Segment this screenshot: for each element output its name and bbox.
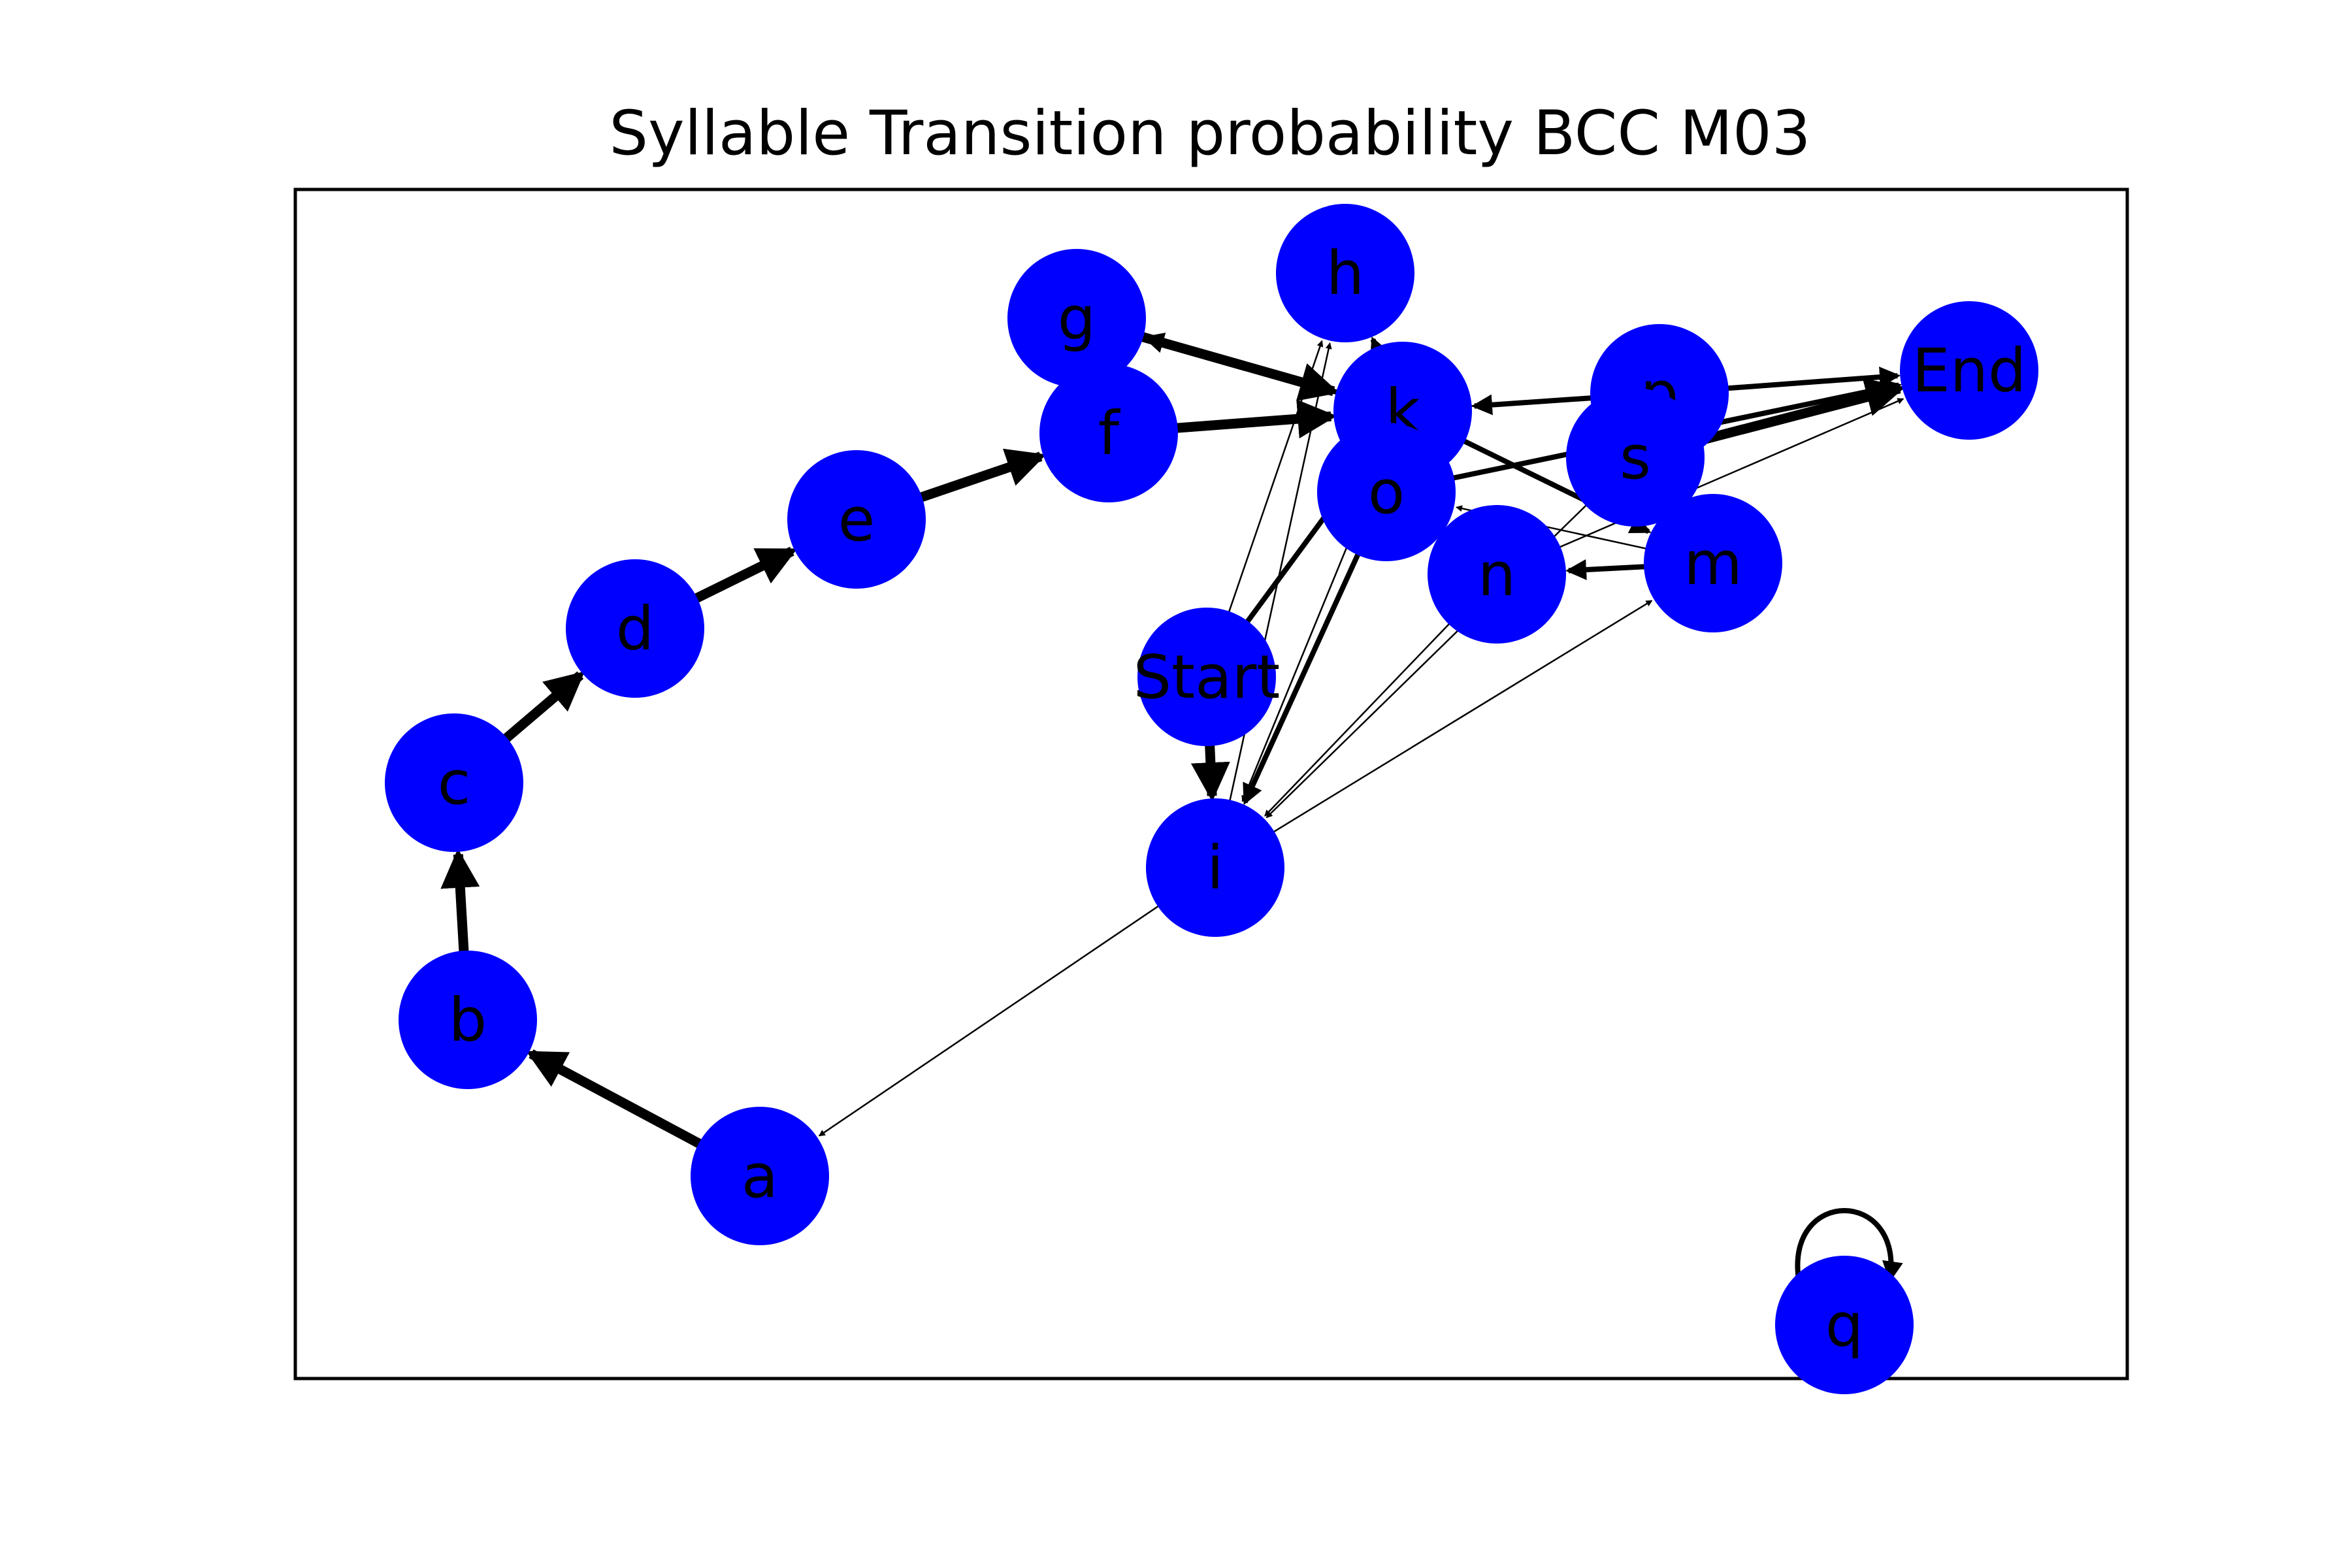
node-circle-n xyxy=(1428,505,1566,644)
node-circle-start xyxy=(1137,608,1276,746)
node-label-b: b xyxy=(449,985,487,1055)
edge-Start-to-h xyxy=(1219,340,1324,638)
node-circle-q xyxy=(1775,1256,1914,1394)
node-label-a: a xyxy=(742,1141,778,1211)
edge-i-to-m xyxy=(1250,600,1653,847)
node-label-n: n xyxy=(1478,540,1516,610)
node-b: b xyxy=(399,951,537,1089)
node-f: f xyxy=(1039,364,1178,502)
node-c: c xyxy=(385,713,523,852)
node-d: d xyxy=(566,559,704,698)
edge-k-to-g xyxy=(1143,333,1364,402)
node-label-q: q xyxy=(1825,1290,1863,1360)
node-m: m xyxy=(1644,494,1782,632)
node-circle-c xyxy=(385,713,523,852)
node-circle-g xyxy=(1007,249,1146,387)
node-label-h: h xyxy=(1326,238,1364,308)
chart-title: Syllable Transition probability BCC M03 xyxy=(609,98,1810,169)
edge-o-to-i xyxy=(1242,529,1372,806)
node-label-d: d xyxy=(616,594,654,664)
edge-a-to-b xyxy=(526,1049,726,1161)
node-circle-m xyxy=(1644,494,1782,632)
node-label-start: Start xyxy=(1134,642,1281,712)
node-circle-a xyxy=(691,1107,829,1245)
node-end: End xyxy=(1900,301,2038,440)
node-circle-h xyxy=(1276,204,1414,342)
node-g: g xyxy=(1007,249,1146,387)
node-circle-d xyxy=(566,559,704,698)
edge-p-to-End xyxy=(1701,367,1901,393)
node-label-f: f xyxy=(1098,399,1121,468)
node-h: h xyxy=(1276,204,1414,342)
node-circle-end xyxy=(1900,301,2038,440)
node-circle-e xyxy=(787,450,926,589)
nodes-layer: abcdefghikmnopqsStartEnd xyxy=(385,204,2038,1394)
node-i: i xyxy=(1146,798,1284,937)
node-label-c: c xyxy=(438,748,471,818)
node-label-g: g xyxy=(1058,284,1096,353)
edge-i-to-h xyxy=(1223,342,1332,828)
node-label-i: i xyxy=(1207,833,1224,903)
node-label-m: m xyxy=(1684,529,1742,598)
node-q: q xyxy=(1775,1256,1914,1394)
node-o: o xyxy=(1317,423,1456,561)
node-circle-f xyxy=(1039,364,1178,502)
plot-frame xyxy=(293,188,2129,1380)
edge-q-to-q xyxy=(1795,1208,1903,1282)
node-s: s xyxy=(1566,388,1705,527)
edge-n-to-i xyxy=(1264,604,1469,817)
node-label-s: s xyxy=(1620,423,1651,493)
edge-n-to-End xyxy=(1534,398,1904,559)
node-label-end: End xyxy=(1912,336,2027,406)
node-label-o: o xyxy=(1368,457,1405,527)
edge-i-to-a xyxy=(818,890,1182,1137)
node-circle-i xyxy=(1146,798,1284,937)
node-start: Start xyxy=(1134,608,1281,746)
node-label-e: e xyxy=(838,485,875,555)
node-a: a xyxy=(691,1107,829,1245)
node-n: n xyxy=(1428,505,1566,644)
node-circle-b xyxy=(399,951,537,1089)
node-circle-o xyxy=(1317,423,1456,561)
node-circle-s xyxy=(1566,388,1705,527)
node-e: e xyxy=(787,450,926,589)
edge-f-to-k xyxy=(1149,399,1337,439)
